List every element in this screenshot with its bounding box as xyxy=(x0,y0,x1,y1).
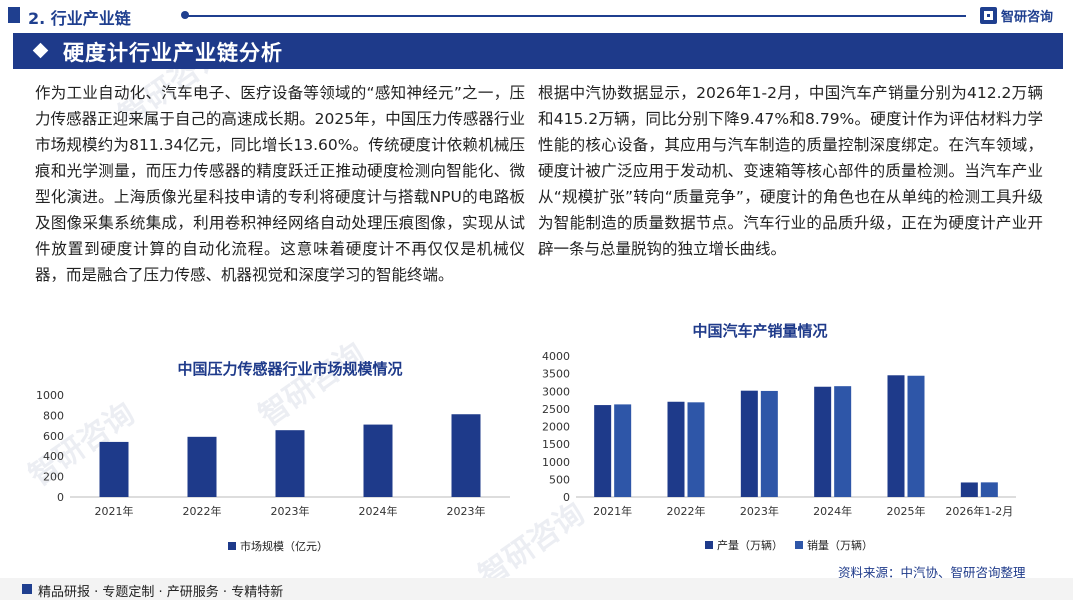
paragraph-left: 作为工业自动化、汽车电子、医疗设备等领域的“感知神经元”之一，压力传感器正迎来属… xyxy=(35,84,525,284)
y-tick-label: 400 xyxy=(43,450,64,463)
footer-bar xyxy=(0,578,1073,600)
x-tick-label: 2021年 xyxy=(593,504,632,518)
title-banner: 硬度计行业产业链分析 xyxy=(13,33,1063,69)
y-tick-label: 1000 xyxy=(36,389,64,402)
section-title: 2. 行业产业链 xyxy=(28,9,131,28)
top-bar: 2. 行业产业链 智研咨询 xyxy=(0,0,1073,32)
bar xyxy=(907,375,925,497)
chart-title-pressure-sensor: 中国压力传感器行业市场规模情况 xyxy=(177,360,403,378)
bar xyxy=(667,401,685,497)
chart-title-auto-sales: 中国汽车产销量情况 xyxy=(692,322,828,340)
pressure-sensor-market-chart: 0 200 400 600 800 1000 2021年 2022年 2023年 2024年 202… xyxy=(36,389,510,518)
page-title: 硬度计行业产业链分析 xyxy=(63,41,283,65)
bar xyxy=(187,436,217,497)
x-tick-label: 2022年 xyxy=(667,504,706,518)
x-tick-label: 2022年 xyxy=(183,504,222,518)
diamond-icon xyxy=(32,42,49,59)
legend-swatch xyxy=(705,541,713,549)
y-tick-label: 0 xyxy=(563,491,570,504)
divider-line xyxy=(188,15,966,17)
bar xyxy=(275,430,305,497)
footer-text: 精品研报 · 专题定制 · 产研服务 · 专精特新 xyxy=(38,585,284,600)
x-tick-label: 2024年 xyxy=(359,504,398,518)
bar xyxy=(451,414,481,497)
x-tick-label: 2023年 xyxy=(740,504,779,518)
legend-market-size: 市场规模（亿元） xyxy=(228,538,328,554)
bar xyxy=(740,390,758,497)
footer-icon xyxy=(22,584,32,594)
section-marker xyxy=(8,7,20,23)
legend-sales: 销量（万辆） xyxy=(795,537,873,553)
legend-production: 产量（万辆） xyxy=(705,537,783,553)
brand-name: 智研咨询 xyxy=(1001,9,1054,25)
divider-dot xyxy=(181,11,189,19)
x-tick-label: 2023年 xyxy=(271,504,310,518)
bar xyxy=(687,402,705,497)
bar xyxy=(814,386,832,497)
y-tick-label: 500 xyxy=(549,473,570,486)
y-tick-label: 2500 xyxy=(542,403,570,416)
legend-label: 产量（万辆） xyxy=(717,539,783,552)
y-tick-label: 200 xyxy=(43,471,64,484)
y-tick-label: 600 xyxy=(43,430,64,443)
bar xyxy=(960,482,978,497)
brand-logo-icon xyxy=(980,6,997,24)
y-tick-label: 3000 xyxy=(542,385,570,398)
bar xyxy=(887,375,905,497)
y-tick-label: 4000 xyxy=(542,350,570,363)
y-tick-label: 2000 xyxy=(542,421,570,434)
bar xyxy=(594,405,612,497)
x-tick-label: 2026年1-2月 xyxy=(945,504,1013,518)
legend-swatch xyxy=(228,542,236,550)
bar xyxy=(980,482,998,497)
bar xyxy=(834,386,852,497)
bar xyxy=(614,404,632,497)
x-tick-label: 2025年 xyxy=(887,504,926,518)
y-tick-label: 0 xyxy=(57,491,64,504)
auto-production-sales-chart: 0 500 1000 1500 2000 2500 3000 3500 4000 2021年 202… xyxy=(542,350,1016,518)
x-tick-label: 2023年 xyxy=(447,504,486,518)
paragraph-right: 根据中汽协数据显示，2026年1-2月，中国汽车产销量分别为412.2万辆和41… xyxy=(538,84,1043,258)
y-tick-label: 1500 xyxy=(542,438,570,451)
y-tick-label: 3500 xyxy=(542,368,570,381)
bar xyxy=(363,424,393,497)
data-source: 资料来源：中汽协、智研咨询整理 xyxy=(838,565,1026,580)
x-tick-label: 2021年 xyxy=(95,504,134,518)
legend-label: 销量（万辆） xyxy=(807,539,873,552)
legend-label: 市场规模（亿元） xyxy=(240,540,328,553)
x-tick-label: 2024年 xyxy=(813,504,852,518)
legend-swatch xyxy=(795,541,803,549)
y-tick-label: 800 xyxy=(43,409,64,422)
bar xyxy=(99,441,129,497)
y-tick-label: 1000 xyxy=(542,456,570,469)
bar xyxy=(760,390,778,497)
brand: 智研咨询 xyxy=(980,6,1054,25)
